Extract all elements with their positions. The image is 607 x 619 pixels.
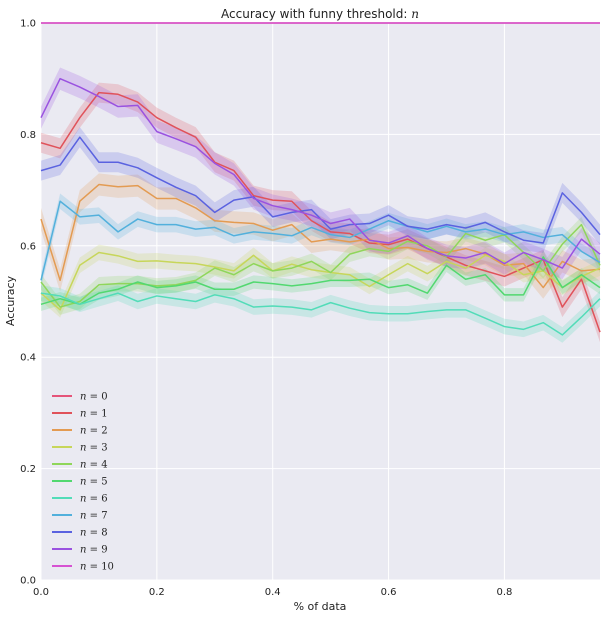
legend-label-variable: n xyxy=(80,528,86,539)
plot-area xyxy=(41,23,600,580)
y-tick-label: 0.8 xyxy=(20,130,36,141)
legend-label: n = 7 xyxy=(80,511,108,522)
legend-label-value: = 5 xyxy=(86,477,107,488)
legend-label-value: = 10 xyxy=(86,562,113,573)
legend-label-value: = 9 xyxy=(86,545,107,556)
legend-label-value: = 6 xyxy=(86,494,107,505)
x-tick-label: 0.6 xyxy=(381,587,397,598)
series-line xyxy=(40,251,601,311)
legend-label: n = 6 xyxy=(80,494,108,505)
confidence-band xyxy=(41,173,600,299)
y-tick-label: 0.2 xyxy=(20,464,36,475)
legend-label-value: = 7 xyxy=(86,511,107,522)
legend-label-value: = 8 xyxy=(86,528,107,539)
y-axis-label: Accuracy xyxy=(4,275,17,326)
series-line xyxy=(40,183,601,289)
x-tick-label: 0.8 xyxy=(496,587,512,598)
legend-label: n = 8 xyxy=(80,528,108,539)
chart-title-variable: n xyxy=(411,7,419,21)
y-tick-label: 0.0 xyxy=(20,576,36,587)
legend-label: n = 3 xyxy=(80,443,108,454)
legend-label-variable: n xyxy=(80,443,86,454)
x-tick-label: 0.2 xyxy=(149,587,165,598)
chart-title: Accuracy with funny threshold: n xyxy=(221,7,419,21)
legend-label: n = 4 xyxy=(80,460,108,471)
legend-label-variable: n xyxy=(80,392,86,403)
series-line xyxy=(40,77,601,269)
x-tick-label: 0.0 xyxy=(33,587,49,598)
series-line xyxy=(40,292,601,336)
legend-label-variable: n xyxy=(80,511,86,522)
legend-label-value: = 2 xyxy=(86,426,107,437)
confidence-band xyxy=(41,127,600,254)
legend-label-variable: n xyxy=(80,494,86,505)
legend-label-variable: n xyxy=(80,409,86,420)
legend-label: n = 5 xyxy=(80,477,108,488)
legend: n = 0n = 1n = 2n = 3n = 4n = 5n = 6n = 7… xyxy=(52,392,114,573)
legend-label: n = 0 xyxy=(80,392,108,403)
y-axis-ticks: 0.0 0.2 0.4 0.6 0.8 1.0 xyxy=(20,19,36,587)
legend-label: n = 1 xyxy=(80,409,108,420)
legend-label-variable: n xyxy=(80,477,86,488)
y-tick-label: 0.4 xyxy=(20,353,36,364)
legend-label-value: = 1 xyxy=(86,409,107,420)
confidence-band xyxy=(41,250,600,311)
series-line xyxy=(40,91,601,333)
x-axis-ticks: 0.0 0.2 0.4 0.6 0.8 xyxy=(33,587,512,598)
y-tick-label: 0.6 xyxy=(20,241,36,252)
legend-label-value: = 3 xyxy=(86,443,107,454)
chart-title-text: Accuracy with funny threshold: xyxy=(221,7,411,21)
x-tick-label: 0.4 xyxy=(265,587,281,598)
legend-label-value: = 4 xyxy=(86,460,107,471)
series-lines xyxy=(40,22,601,336)
series-line xyxy=(40,200,601,281)
legend-label-variable: n xyxy=(80,545,86,556)
legend-label-value: = 0 xyxy=(86,392,107,403)
legend-label-variable: n xyxy=(80,562,86,573)
legend-label-variable: n xyxy=(80,426,86,437)
legend-label: n = 10 xyxy=(80,562,114,573)
y-tick-label: 1.0 xyxy=(20,19,36,30)
series-line xyxy=(40,256,601,306)
x-axis-label: % of data xyxy=(294,600,347,613)
legend-label-variable: n xyxy=(80,460,86,471)
legend-label: n = 9 xyxy=(80,545,108,556)
legend-label: n = 2 xyxy=(80,426,108,437)
